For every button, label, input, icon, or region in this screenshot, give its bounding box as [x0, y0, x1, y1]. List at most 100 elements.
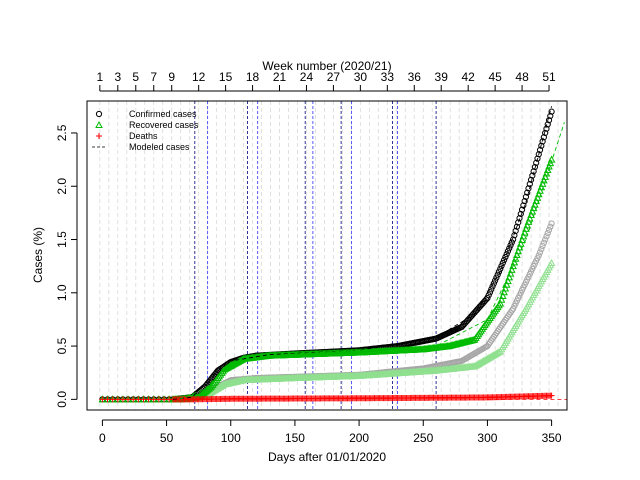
top-tick-label: 7 [150, 70, 157, 84]
data-point [493, 348, 502, 356]
data-point [548, 108, 555, 115]
data-point [542, 236, 549, 243]
data-point [119, 396, 126, 403]
data-point [534, 155, 541, 162]
data-point [501, 284, 510, 292]
modeled-recovered-line [179, 122, 565, 400]
top-tick-label: 12 [192, 70, 206, 84]
data-point [503, 251, 510, 258]
data-point [544, 230, 551, 237]
data-point [513, 223, 521, 230]
data-point [525, 185, 532, 192]
data-point [109, 396, 116, 403]
x-tick-label: 250 [413, 431, 433, 445]
data-point [484, 295, 491, 302]
data-point [514, 247, 523, 255]
data-point [519, 232, 528, 240]
data-point [536, 146, 544, 154]
x-tick-label: 150 [285, 431, 305, 445]
top-tick-label: 3 [114, 70, 121, 84]
legend-circle-icon [95, 110, 103, 118]
y-tick-label: 1.0 [55, 284, 69, 301]
top-tick-label: 1 [96, 70, 103, 84]
data-point [205, 384, 213, 392]
data-point [540, 176, 548, 184]
top-tick-label: 36 [408, 70, 422, 84]
data-point [538, 142, 545, 149]
top-tick-label: 9 [168, 70, 175, 84]
x-tick-label: 50 [160, 431, 174, 445]
data-point [527, 210, 535, 219]
top-tick-label: 51 [542, 70, 556, 84]
data-point [525, 214, 534, 222]
x-tick-label: 100 [221, 431, 241, 445]
data-point [531, 200, 539, 208]
data-series [98, 106, 567, 403]
data-point [150, 396, 157, 403]
data-point [509, 262, 517, 270]
data-point [486, 289, 494, 296]
data-point [502, 280, 511, 288]
data-point [502, 253, 509, 261]
data-point [533, 193, 542, 201]
data-point [135, 396, 142, 403]
data-point [540, 239, 547, 246]
data-point [506, 245, 513, 252]
data-point [548, 392, 555, 399]
legend-plus-icon [96, 133, 102, 139]
data-point [524, 189, 531, 196]
data-point [161, 396, 168, 403]
data-point [498, 262, 505, 269]
data-point [547, 112, 554, 120]
data-point [99, 396, 106, 403]
data-point [496, 299, 505, 307]
data-point [516, 239, 525, 247]
top-tick-label: 15 [219, 70, 233, 84]
data-point [543, 233, 550, 240]
data-point [509, 236, 517, 243]
data-point [529, 172, 536, 179]
data-point [500, 288, 508, 296]
data-point [516, 215, 523, 222]
top-tick-label: 45 [488, 70, 502, 84]
y-tick-label: 0.0 [55, 391, 69, 408]
data-point [125, 396, 132, 403]
top-tick-label: 33 [381, 70, 395, 84]
y-tick-label: 2.5 [55, 124, 69, 141]
legend-label-deaths: Deaths [129, 131, 158, 141]
data-point [114, 396, 121, 403]
data-point [504, 248, 512, 255]
data-point [483, 296, 490, 303]
data-point [542, 129, 549, 137]
data-point [545, 117, 553, 124]
data-point [529, 204, 538, 212]
legend-item-recovered: Recovered cases [95, 120, 199, 130]
data-point [515, 243, 524, 251]
legend-label-confirmed: Confirmed cases [129, 109, 197, 119]
data-point [517, 210, 524, 218]
data-point [538, 246, 545, 253]
x-tick-label: 200 [349, 431, 369, 445]
x-axis-title: Days after 01/01/2020 [268, 450, 386, 464]
data-point [539, 242, 546, 250]
data-point [488, 286, 495, 293]
data-point [523, 221, 532, 229]
data-point [492, 277, 499, 284]
data-point [494, 271, 501, 278]
top-tick-label: 18 [246, 70, 260, 84]
top-tick-label: 21 [273, 70, 287, 84]
data-point [501, 256, 508, 264]
data-point [531, 163, 539, 171]
data-point [155, 396, 162, 403]
data-point [544, 121, 551, 128]
data-point [535, 252, 542, 259]
y-tick-label: 1.5 [55, 231, 69, 248]
data-point [527, 176, 535, 183]
top-tick-label: 39 [435, 70, 449, 84]
data-point [497, 295, 506, 303]
x-tick-label: 0 [99, 431, 106, 445]
y-tick-label: 2.0 [55, 178, 69, 195]
data-point [522, 193, 530, 200]
